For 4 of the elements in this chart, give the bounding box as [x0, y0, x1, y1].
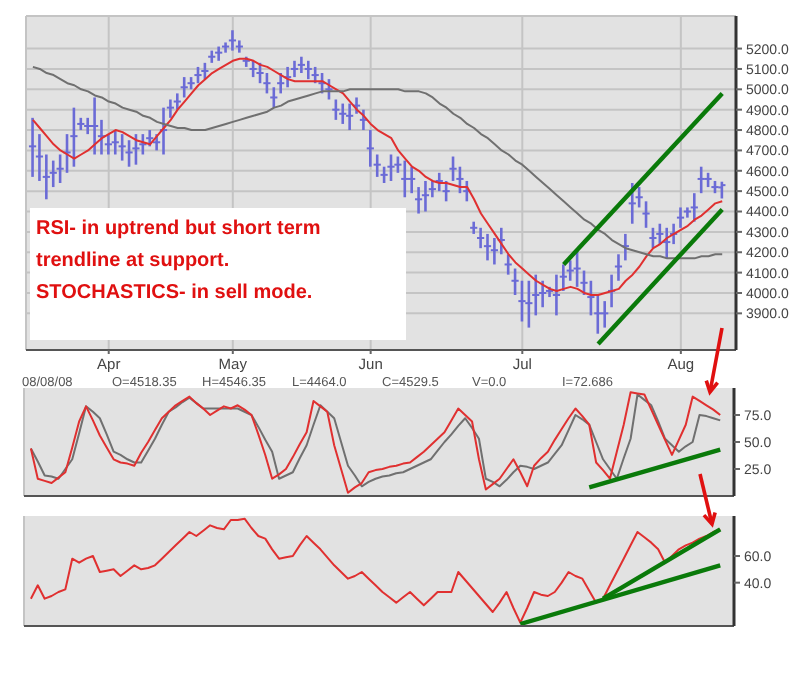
annotation: trendline at support. [36, 248, 232, 276]
annotation: RSI- in uptrend but short term [36, 216, 323, 244]
annotation: STOCHASTICS- in sell mode. [36, 280, 315, 308]
note-box: RSI- in uptrend but short term trendline at support. STOCHASTICS- in sell mode. [30, 208, 406, 340]
